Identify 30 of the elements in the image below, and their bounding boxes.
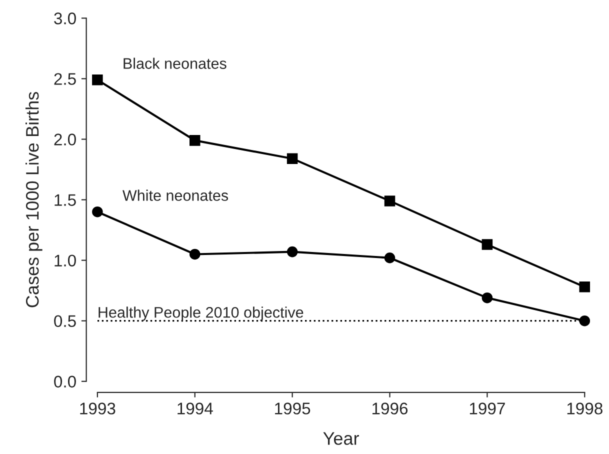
series-label: Black neonates (124, 58, 226, 69)
series-label: White neonates (122, 190, 228, 201)
ref-line-label: Healthy People 2010 objective (98, 306, 304, 321)
x-tick-label: 1997 (470, 402, 505, 414)
point (384, 196, 396, 206)
point (286, 153, 298, 164)
point (482, 239, 493, 250)
y-axis-title: Cases per 1000 Live Births (26, 92, 42, 308)
point (579, 315, 590, 326)
point (579, 282, 590, 292)
point (190, 135, 200, 146)
point (384, 252, 396, 264)
x-axis-title: Year (323, 432, 359, 445)
y-tick-label: 2.0 (54, 134, 76, 146)
x-tick-label: 1998 (567, 402, 602, 414)
point (92, 74, 103, 86)
x-tick-label: 1995 (275, 402, 310, 414)
point (92, 206, 103, 218)
y-tick-label: 0.0 (54, 376, 76, 388)
x-tick-label: 1993 (80, 402, 116, 414)
y-tick-label: 1.5 (54, 194, 76, 206)
x-tick-label: 1996 (372, 402, 408, 414)
y-tick-label: 3.0 (54, 12, 76, 24)
point (286, 246, 298, 258)
y-tick-label: 2.5 (54, 73, 76, 85)
y-tick-label: 1.0 (54, 254, 76, 266)
x-tick-label: 1994 (178, 402, 213, 414)
point (190, 248, 200, 260)
point (482, 292, 493, 304)
y-tick-label: 0.5 (54, 315, 76, 328)
